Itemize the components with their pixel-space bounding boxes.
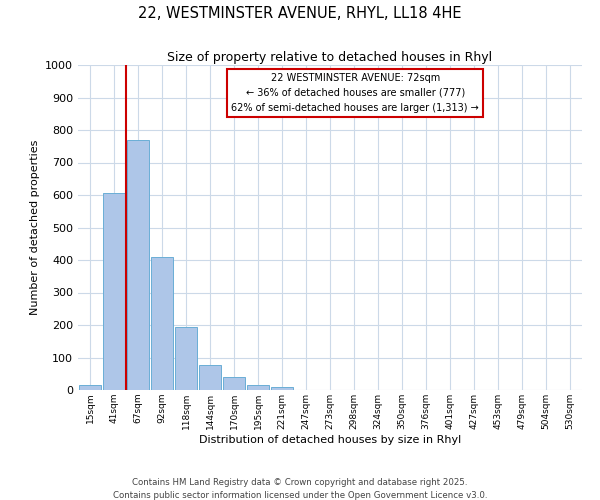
Title: Size of property relative to detached houses in Rhyl: Size of property relative to detached ho… bbox=[167, 51, 493, 64]
Bar bbox=[151, 257, 173, 390]
Bar bbox=[175, 328, 197, 390]
Bar bbox=[271, 387, 293, 390]
Text: Contains HM Land Registry data © Crown copyright and database right 2025.
Contai: Contains HM Land Registry data © Crown c… bbox=[113, 478, 487, 500]
Text: 22, WESTMINSTER AVENUE, RHYL, LL18 4HE: 22, WESTMINSTER AVENUE, RHYL, LL18 4HE bbox=[138, 6, 462, 20]
Bar bbox=[223, 377, 245, 390]
Bar bbox=[127, 140, 149, 390]
Y-axis label: Number of detached properties: Number of detached properties bbox=[29, 140, 40, 315]
Bar bbox=[247, 385, 269, 390]
Text: 22 WESTMINSTER AVENUE: 72sqm
← 36% of detached houses are smaller (777)
62% of s: 22 WESTMINSTER AVENUE: 72sqm ← 36% of de… bbox=[232, 73, 479, 112]
Bar bbox=[79, 385, 101, 390]
Bar bbox=[199, 364, 221, 390]
Bar bbox=[103, 194, 125, 390]
X-axis label: Distribution of detached houses by size in Rhyl: Distribution of detached houses by size … bbox=[199, 434, 461, 444]
